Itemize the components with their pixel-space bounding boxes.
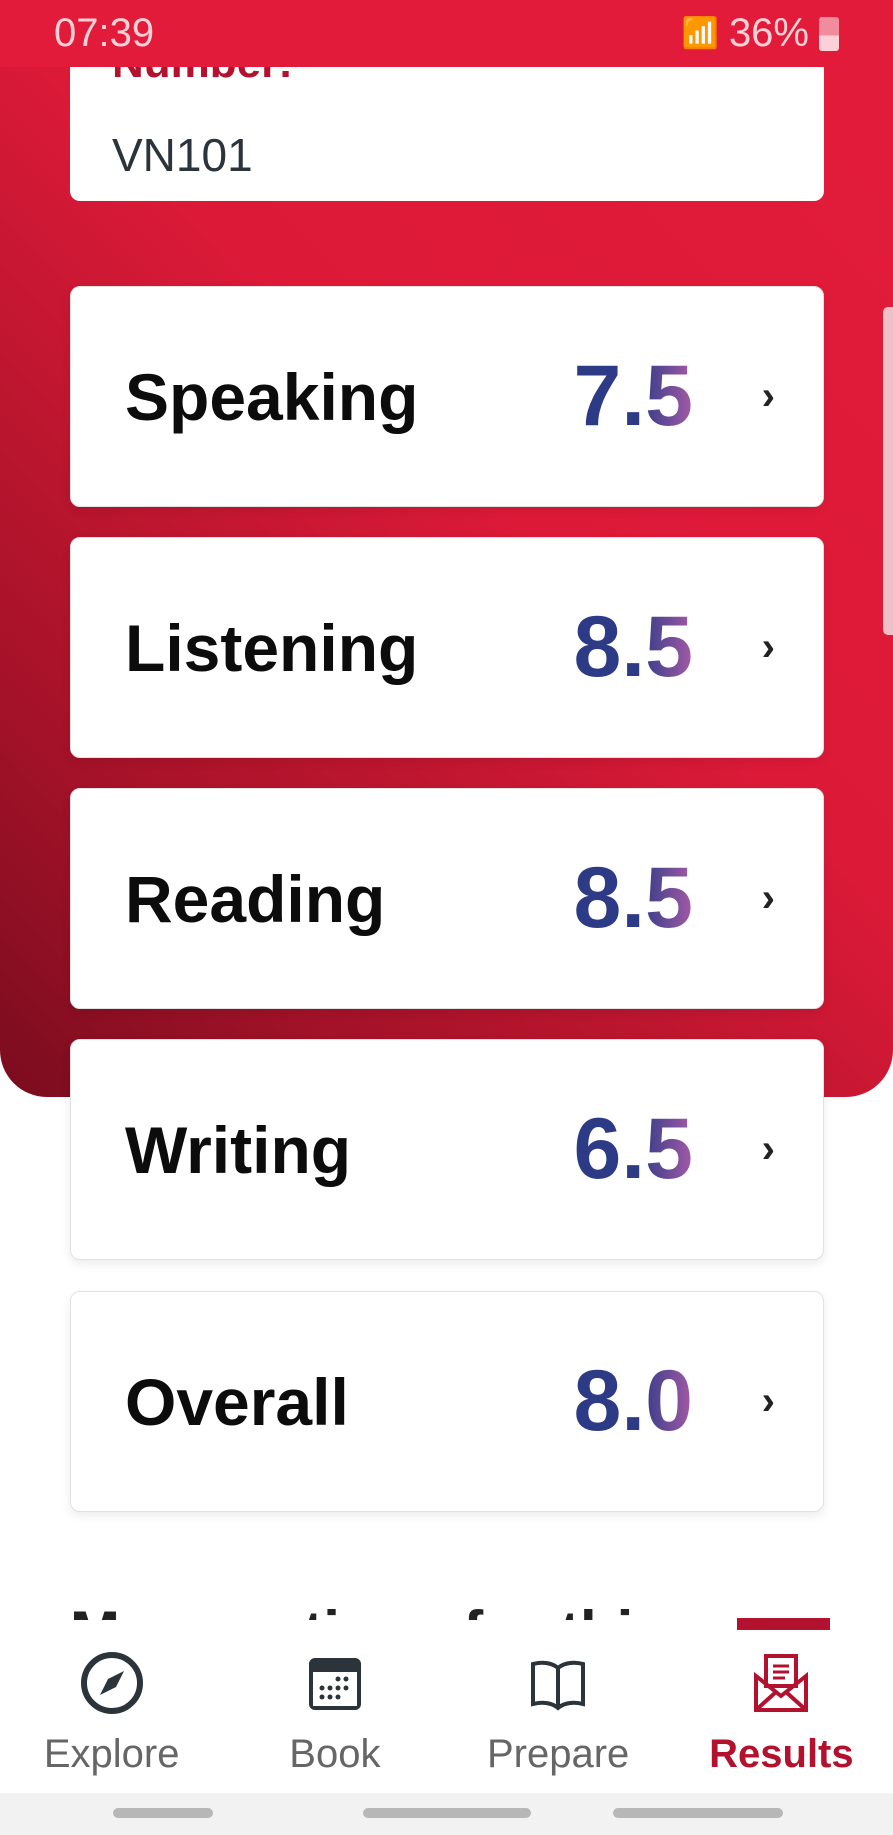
score-card-speaking[interactable]: Speaking 7.5 › <box>70 286 824 507</box>
nav-explore[interactable]: Explore <box>0 1630 223 1793</box>
score-card-overall[interactable]: Overall 8.0 › <box>70 1291 824 1512</box>
score-card-listening[interactable]: Listening 8.5 › <box>70 537 824 758</box>
system-nav-bar <box>0 1793 893 1835</box>
recent-apps-button[interactable] <box>113 1808 213 1818</box>
active-tab-indicator <box>737 1618 830 1630</box>
candidate-number-value: VN101 <box>112 129 253 181</box>
chevron-right-icon: › <box>761 625 775 669</box>
bottom-nav: Explore Book Prepare Results <box>0 1630 893 1793</box>
score-label: Reading <box>125 861 386 936</box>
status-time: 07:39 <box>54 11 155 55</box>
book-icon <box>531 1660 586 1711</box>
score-value: 7.5 <box>573 348 693 444</box>
nav-label: Results <box>709 1732 854 1776</box>
score-value: 8.5 <box>573 850 693 946</box>
home-button[interactable] <box>363 1808 531 1818</box>
nav-book[interactable]: Book <box>223 1630 446 1793</box>
back-button[interactable] <box>613 1808 783 1818</box>
score-value: 6.5 <box>573 1101 693 1197</box>
score-value: 8.5 <box>573 599 693 695</box>
wifi-icon: 📶 <box>681 17 719 50</box>
score-card-writing[interactable]: Writing 6.5 › <box>70 1039 824 1260</box>
envelope-icon <box>754 1654 809 1712</box>
nav-label: Book <box>289 1732 381 1776</box>
score-value: 8.0 <box>573 1353 693 1449</box>
nav-prepare[interactable]: Prepare <box>447 1630 670 1793</box>
score-label: Overall <box>125 1364 349 1439</box>
compass-icon <box>80 1652 143 1714</box>
chevron-right-icon: › <box>761 1379 775 1423</box>
nav-label: Explore <box>43 1732 180 1776</box>
status-bar: 07:39 📶 36% <box>0 0 893 67</box>
battery-percent: 36% <box>728 11 809 55</box>
score-label: Writing <box>125 1112 352 1187</box>
score-label: Speaking <box>125 359 419 434</box>
nav-results[interactable]: Results <box>670 1630 893 1793</box>
scrollbar[interactable] <box>883 307 893 635</box>
chevron-right-icon: › <box>761 876 775 920</box>
section-heading-partial: More options for this test <box>70 1600 750 1620</box>
calendar-icon <box>308 1658 361 1710</box>
nav-label: Prepare <box>486 1732 630 1776</box>
score-card-reading[interactable]: Reading 8.5 › <box>70 788 824 1009</box>
chevron-right-icon: › <box>761 1127 775 1171</box>
battery-icon <box>819 16 839 51</box>
chevron-right-icon: › <box>761 374 775 418</box>
score-label: Listening <box>125 610 419 685</box>
